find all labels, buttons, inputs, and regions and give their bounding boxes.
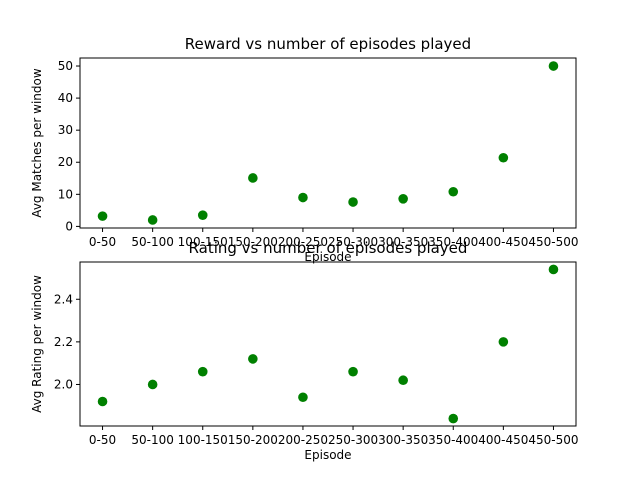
data-point [548,264,559,275]
reward-chart: Reward vs number of episodes played 0-50 5… [30,35,579,264]
data-point [197,366,208,377]
data-point [97,211,108,221]
rating-chart: Rating vs number of episodes played 0-50 5… [30,239,579,462]
y-axis-label: Avg Matches per window [30,68,44,218]
data-point [147,215,158,225]
y-tick-label: 50 [58,59,73,73]
x-tick-label: 400-450 [478,433,528,447]
y-tick-label: 2.0 [54,377,73,391]
data-point [398,194,408,204]
x-tick-label: 450-500 [528,433,578,447]
data-point [197,210,208,220]
x-tick-label: 0-50 [89,433,116,447]
x-tick-label: 200-250 [278,235,328,249]
data-point [348,366,358,377]
y-tick-label: 20 [58,155,73,169]
x-tick-label: 50-100 [131,235,174,249]
y-tick-label: 2.4 [54,292,73,306]
data-point [298,392,308,403]
y-tick-label: 0 [65,219,73,233]
x-tick-label: 350-400 [428,433,478,447]
x-tick-label: 250-300 [328,235,378,249]
y-tick-label: 30 [58,123,73,137]
y-tick-label: 2.2 [54,335,73,349]
chart-title: Reward vs number of episodes played [185,35,471,53]
x-tick-label: 300-350 [378,433,428,447]
data-point [97,396,108,407]
x-tick-label: 50-100 [131,433,174,447]
axes-frame [79,57,577,229]
x-tick-label: 100-150 [178,235,228,249]
x-tick-label: 300-350 [378,235,428,249]
x-tick-label: 400-450 [478,235,528,249]
x-tick-label: 450-500 [528,235,578,249]
data-point [498,337,509,347]
data-point [398,375,408,386]
x-tick-label: 0-50 [89,235,116,249]
data-point [498,152,509,163]
y-axis-label: Avg Rating per window [30,275,44,413]
data-point [248,354,258,364]
axes-frame [79,261,577,427]
data-point [248,173,258,183]
x-tick-label: 100-150 [178,433,228,447]
x-tick-label: 200-250 [278,433,328,447]
data-point [548,61,559,71]
data-point [448,186,459,197]
x-tick-label: 350-400 [428,235,478,249]
x-tick-label: 150-200 [228,433,278,447]
x-tick-label: 150-200 [228,235,278,249]
chart-title: Rating vs number of episodes played [189,239,468,257]
x-axis-label: Episode [304,448,351,462]
y-tick-label: 40 [58,91,73,105]
x-tick-label: 250-300 [328,433,378,447]
y-tick-label: 10 [58,187,73,201]
data-point [147,379,158,390]
x-axis-label: Episode [304,250,351,264]
data-point [448,413,459,424]
data-point [348,197,358,207]
data-point [298,192,308,203]
